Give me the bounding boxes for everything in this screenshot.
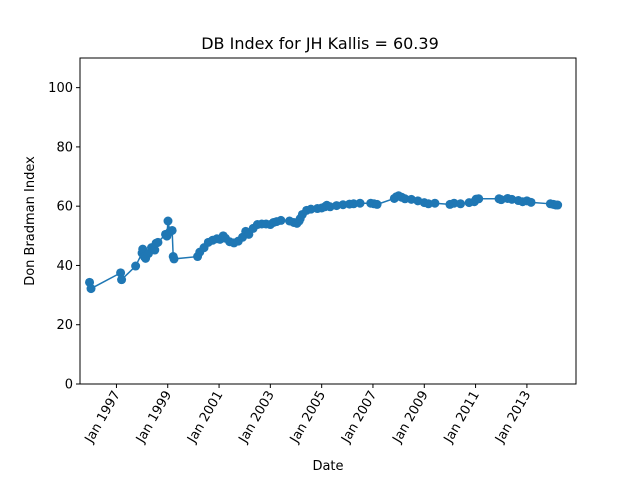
data-point bbox=[306, 204, 316, 214]
data-point bbox=[276, 215, 286, 225]
data-point bbox=[167, 225, 177, 235]
data-point bbox=[526, 197, 536, 207]
data-point bbox=[553, 200, 563, 210]
y-tick-label: 60 bbox=[56, 200, 73, 215]
y-tick-label: 100 bbox=[48, 81, 73, 96]
y-tick-label: 20 bbox=[56, 318, 73, 333]
data-point bbox=[355, 198, 365, 208]
data-point bbox=[456, 199, 466, 209]
plot-frame bbox=[79, 57, 577, 385]
data-point bbox=[131, 261, 141, 271]
y-tick-label: 0 bbox=[65, 378, 73, 393]
data-point bbox=[150, 245, 160, 255]
y-tick-label: 80 bbox=[56, 140, 73, 155]
data-point bbox=[474, 194, 484, 204]
x-axis-label: Date bbox=[312, 459, 343, 474]
y-tick-label: 40 bbox=[56, 259, 73, 274]
data-point bbox=[117, 275, 127, 285]
data-point bbox=[423, 199, 433, 209]
y-axis-label: Don Bradman Index bbox=[23, 156, 38, 286]
data-point bbox=[338, 200, 348, 210]
data-point bbox=[372, 199, 382, 209]
chart-title: DB Index for JH Kallis = 60.39 bbox=[201, 34, 439, 53]
data-point bbox=[163, 216, 173, 226]
data-point bbox=[86, 284, 96, 294]
data-point bbox=[169, 254, 179, 264]
data-point bbox=[430, 198, 440, 208]
data-point bbox=[449, 198, 459, 208]
data-point bbox=[153, 237, 163, 247]
data-point bbox=[116, 268, 126, 278]
